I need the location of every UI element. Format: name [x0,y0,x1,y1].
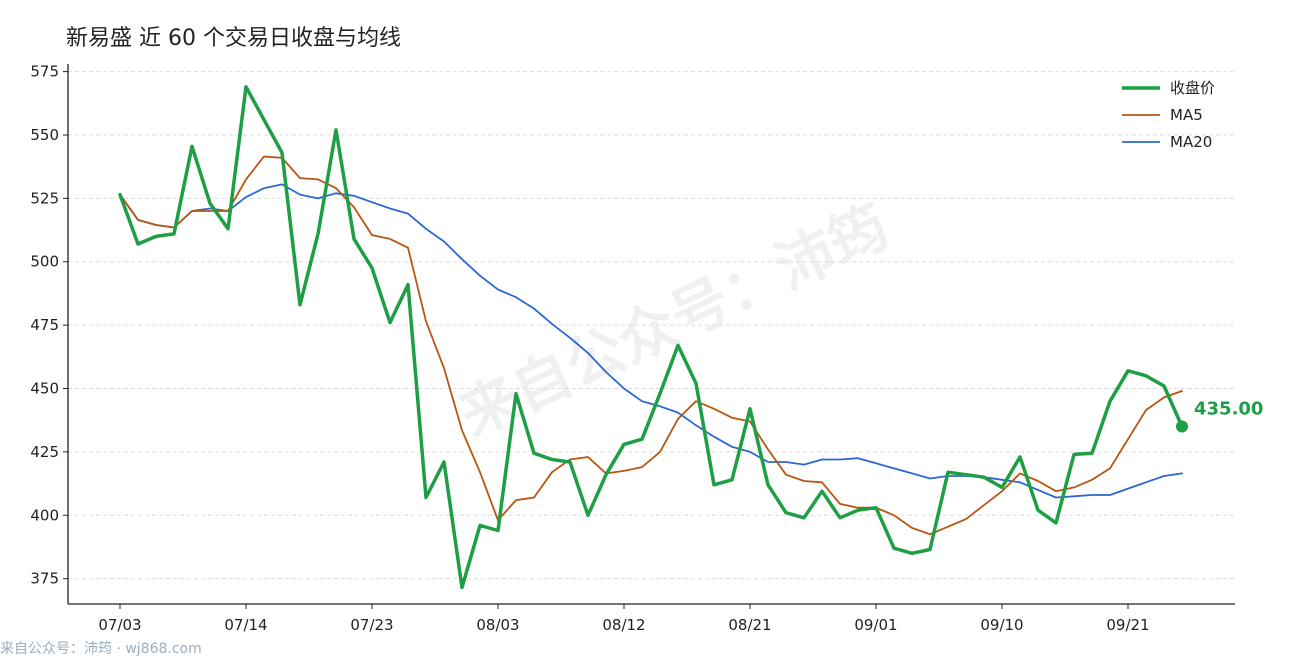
y-tick-label: 550 [30,126,59,144]
series-line-close [118,85,1184,590]
x-tick-label: 09/21 [1106,616,1149,634]
legend: 收盘价 MA5 MA20 [1122,79,1215,151]
series-lines: 435.00 [118,85,1263,590]
chart-title: 新易盛 近 60 个交易日收盘与均线 [66,26,401,51]
y-tick-label: 500 [30,253,59,271]
x-tick-label: 07/14 [224,616,267,634]
axes: 375 400 425 450 475 500 525 550 575 07/03 07/14 07/… [30,63,1235,634]
footer-source: 来自公众号：沛筠 · wj868.com [0,641,202,657]
legend-label-close: 收盘价 [1170,79,1215,97]
x-tick-label: 08/21 [728,616,771,634]
y-tick-label: 575 [30,63,59,81]
series-line-ma5 [119,155,1183,536]
legend-label-ma5: MA5 [1170,106,1203,124]
y-tick-label: 425 [30,443,59,461]
x-tick-label: 08/03 [476,616,519,634]
gridlines [68,71,1235,580]
x-tick-label: 07/03 [98,616,141,634]
last-close-label: 435.00 [1194,399,1263,420]
last-close-point [1176,420,1188,433]
x-tick-label: 09/01 [854,616,897,634]
x-tick-label: 07/23 [350,616,393,634]
y-tick-label: 400 [30,506,59,524]
y-tick-label: 525 [30,189,59,207]
y-tick-label: 375 [30,570,59,588]
x-tick-label: 09/10 [980,616,1023,634]
legend-label-ma20: MA20 [1170,133,1212,151]
y-tick-label: 475 [30,316,59,334]
y-tick-label: 450 [30,380,59,398]
x-tick-label: 08/12 [602,616,645,634]
